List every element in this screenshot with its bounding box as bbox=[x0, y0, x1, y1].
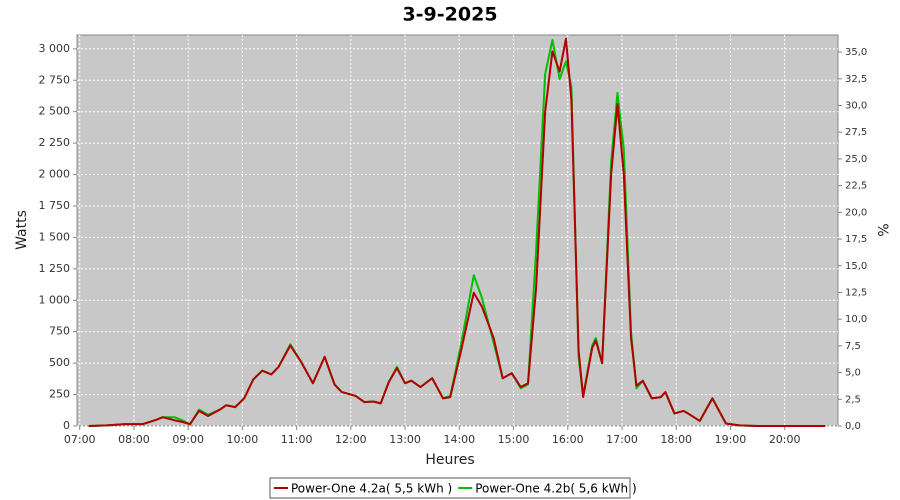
y-tick-label: 1 750 bbox=[39, 199, 71, 212]
y2-tick-label: 17,5 bbox=[845, 234, 867, 245]
legend bbox=[269, 477, 631, 499]
x-tick-label: 12:00 bbox=[335, 433, 367, 446]
y-tick-label: 0 bbox=[63, 419, 70, 432]
series-line bbox=[88, 37, 826, 427]
y-tick-label: 1 000 bbox=[39, 293, 71, 306]
y2-tick-label: 12,5 bbox=[845, 287, 867, 298]
legend-label: Power-One 4.2b( 5,6 kWh ) bbox=[475, 482, 636, 496]
x-tick-label: 16:00 bbox=[552, 433, 584, 446]
y-axis-label: Watts bbox=[14, 210, 30, 250]
y2-tick-label: 15,0 bbox=[845, 261, 867, 272]
x-tick-label: 07:00 bbox=[64, 433, 96, 446]
y2-tick-label: 22,5 bbox=[845, 181, 867, 192]
x-tick-label: 20:00 bbox=[769, 433, 801, 446]
y-tick-label: 2 000 bbox=[39, 168, 71, 181]
y-tick-label: 3 000 bbox=[39, 42, 71, 55]
x-tick-label: 18:00 bbox=[660, 433, 692, 446]
y2-axis-label: % bbox=[874, 223, 890, 236]
y-tick-label: 2 500 bbox=[39, 105, 71, 118]
y-tick-label: 1 250 bbox=[39, 262, 71, 275]
y2-tick-label: 32,5 bbox=[845, 74, 867, 85]
y2-tick-label: 5,0 bbox=[845, 368, 861, 379]
y-tick-label: 750 bbox=[49, 325, 70, 338]
chart-title: 3-9-2025 bbox=[402, 4, 497, 26]
y2-tick-label: 0,0 bbox=[845, 421, 861, 432]
y2-tick-label: 2,5 bbox=[845, 394, 861, 405]
legend-label: Power-One 4.2a( 5,5 kWh ) bbox=[291, 482, 452, 496]
x-tick-label: 13:00 bbox=[389, 433, 421, 446]
x-axis-label: Heures bbox=[425, 452, 474, 468]
y2-tick-label: 27,5 bbox=[845, 127, 867, 138]
x-tick-label: 14:00 bbox=[443, 433, 475, 446]
y-tick-label: 2 250 bbox=[39, 136, 71, 149]
y2-tick-label: 10,0 bbox=[845, 314, 867, 325]
y-tick-label: 500 bbox=[49, 356, 70, 369]
x-tick-label: 08:00 bbox=[118, 433, 150, 446]
x-tick-label: 09:00 bbox=[172, 433, 204, 446]
y-tick-label: 2 750 bbox=[39, 73, 71, 86]
y2-tick-label: 25,0 bbox=[845, 154, 867, 165]
y2-tick-label: 35,0 bbox=[845, 47, 867, 58]
y2-tick-label: 7,5 bbox=[845, 341, 861, 352]
y-tick-label: 250 bbox=[49, 388, 70, 401]
x-tick-label: 10:00 bbox=[227, 433, 259, 446]
x-tick-label: 15:00 bbox=[498, 433, 530, 446]
x-tick-label: 19:00 bbox=[715, 433, 747, 446]
y-tick-label: 1 500 bbox=[39, 230, 71, 243]
x-tick-label: 11:00 bbox=[281, 433, 313, 446]
y2-tick-label: 20,0 bbox=[845, 207, 867, 218]
y2-tick-label: 30,0 bbox=[845, 101, 867, 112]
x-tick-label: 17:00 bbox=[606, 433, 638, 446]
